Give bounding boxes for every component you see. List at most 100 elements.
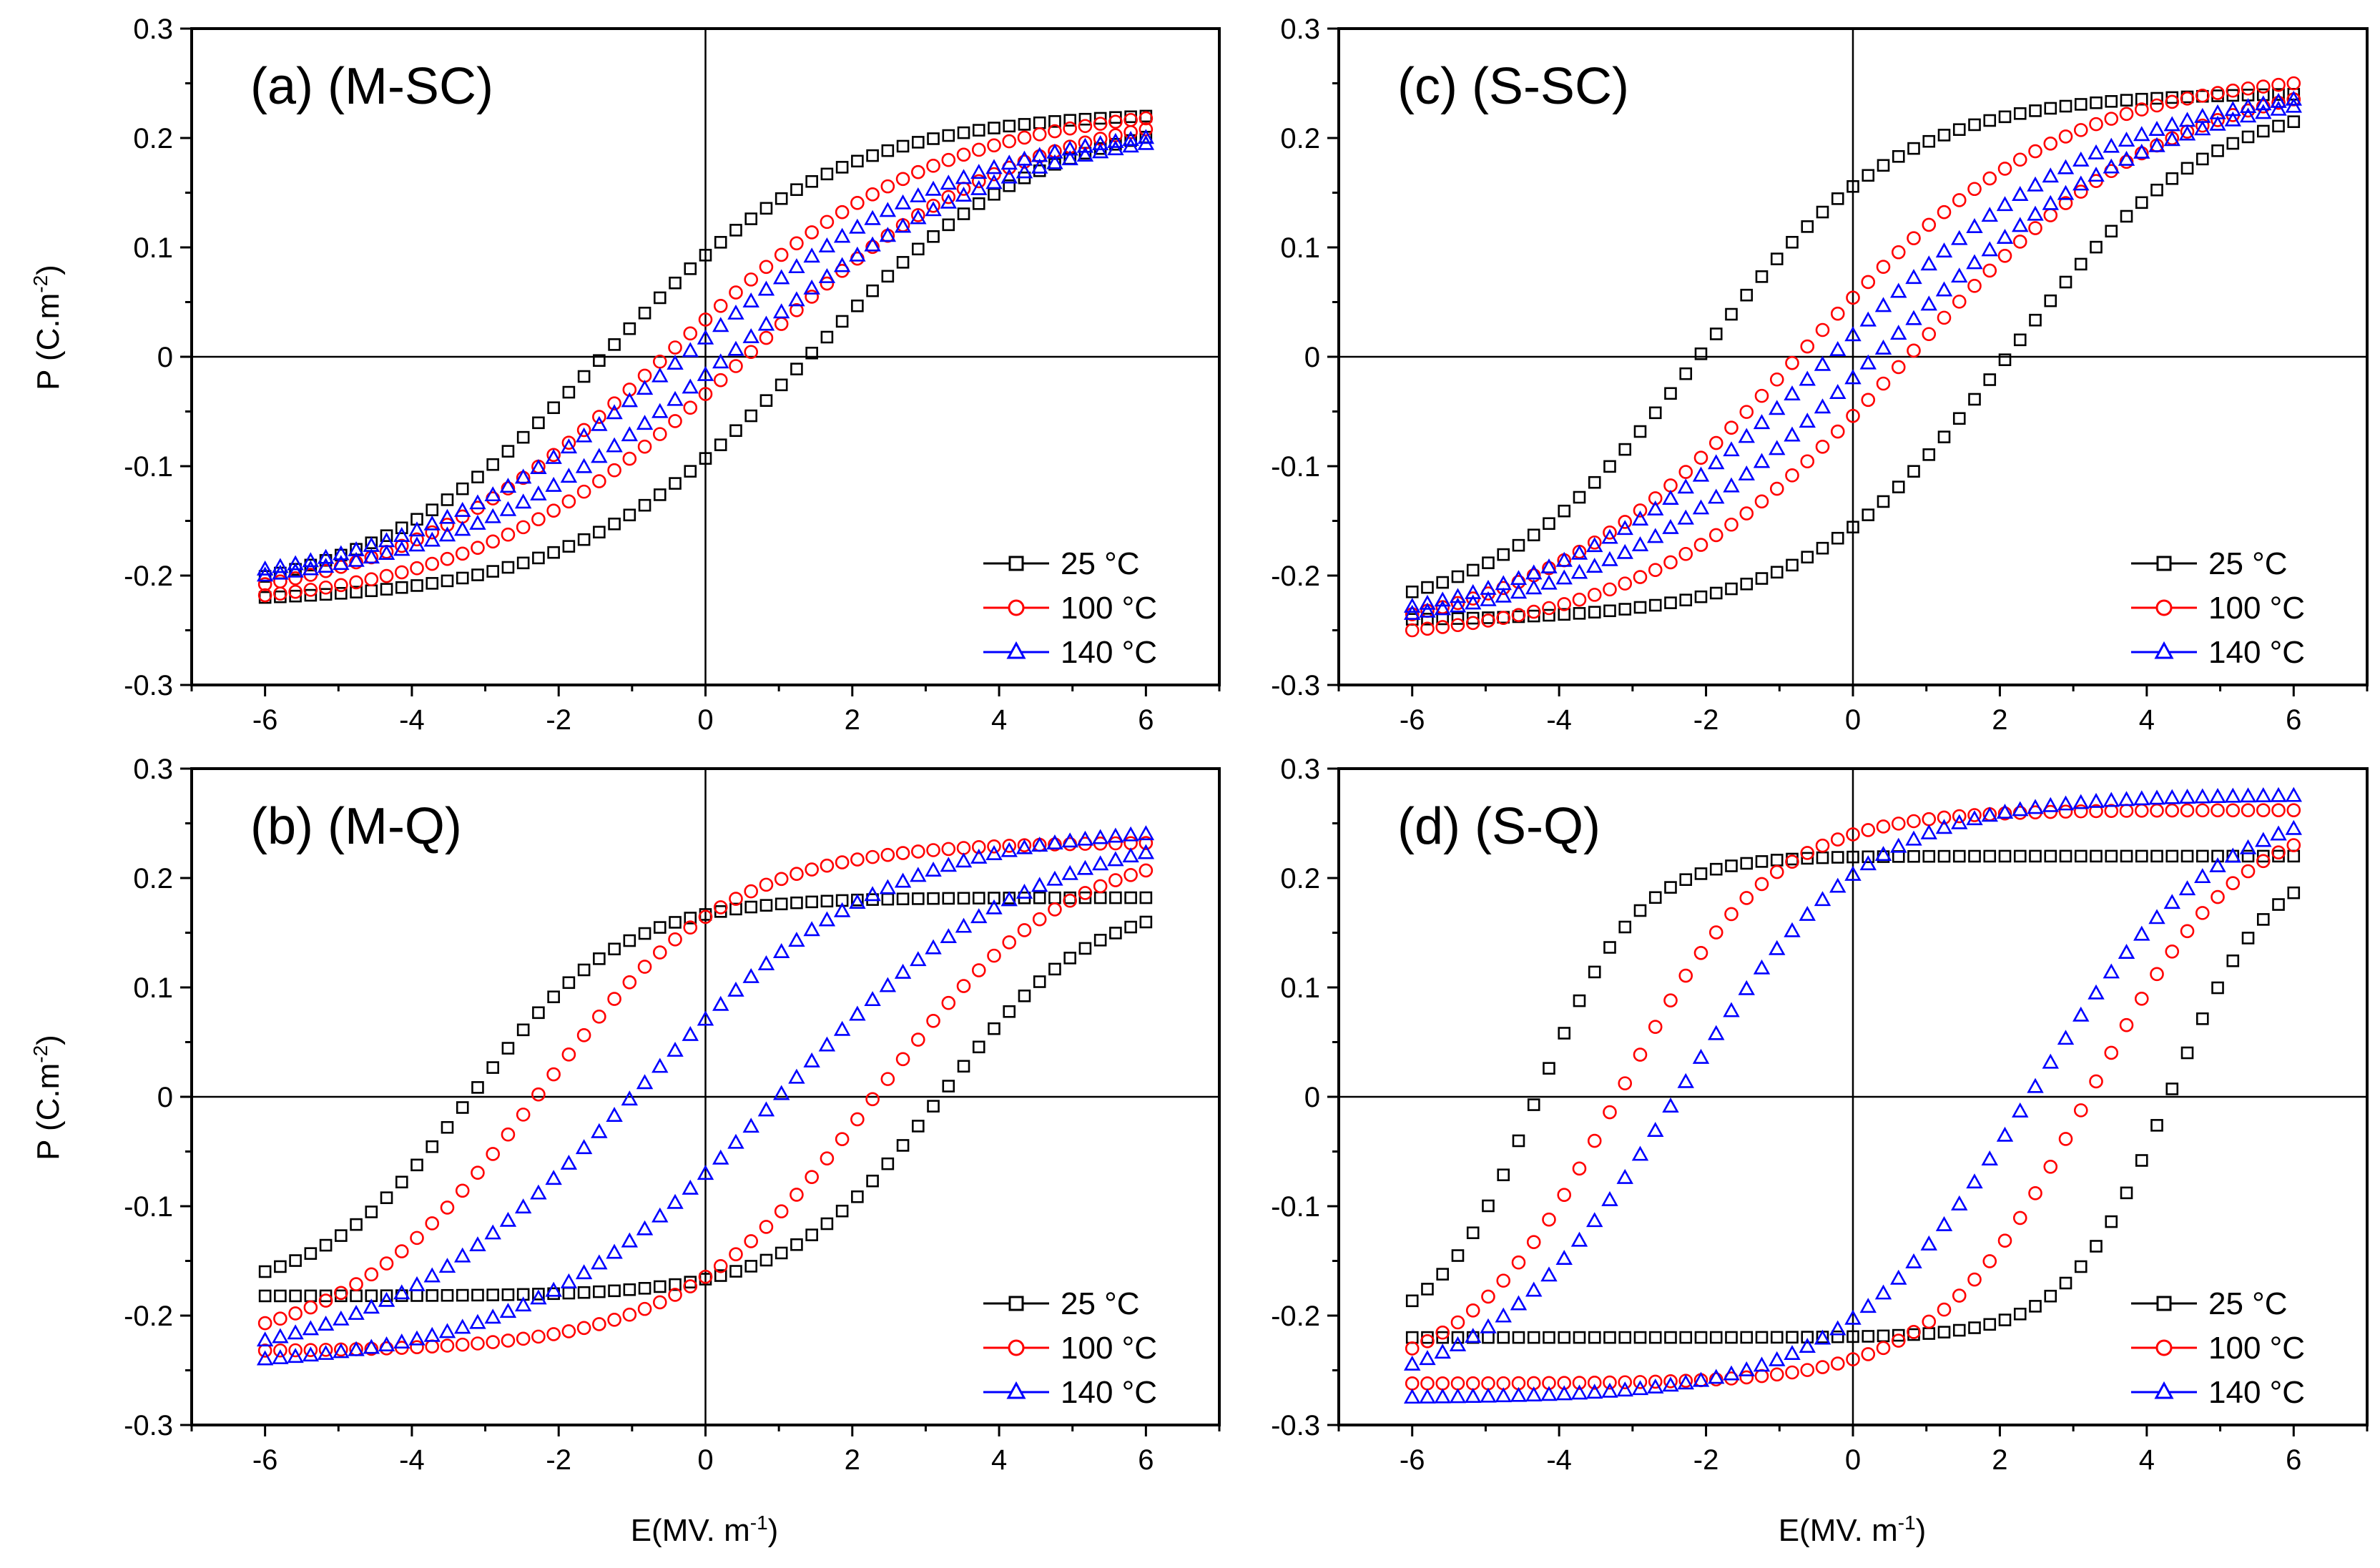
data-point-circle [1603, 1105, 1617, 1120]
data-point-square [1770, 566, 1784, 579]
data-point-circle [1032, 912, 1047, 927]
data-point-square [2150, 183, 2163, 197]
data-point-circle [2241, 81, 2256, 96]
data-point-circle [273, 1311, 287, 1326]
data-point-triangle [788, 1068, 805, 1084]
data-point-triangle [1905, 269, 1922, 285]
data-point-square [2150, 849, 2163, 863]
data-point-triangle [1753, 1356, 1771, 1372]
data-point-triangle [2103, 137, 2120, 153]
data-point-square [1466, 611, 1480, 625]
data-point-square [2135, 92, 2148, 106]
data-point-circle [516, 1108, 531, 1122]
y-tick-label: -0.3 [1271, 670, 1320, 701]
data-point-square [593, 526, 606, 539]
y-tick-label: 0 [157, 342, 173, 373]
data-point-square [1421, 581, 1434, 594]
data-point-triangle [742, 1118, 759, 1133]
data-point-triangle [1996, 196, 2014, 212]
data-point-square [2195, 152, 2209, 166]
data-point-triangle [2285, 787, 2303, 802]
data-point-square [2165, 849, 2179, 863]
data-point-square [577, 963, 591, 977]
data-point-square [1603, 941, 1616, 954]
data-point-square [562, 1286, 576, 1300]
data-point-square [1922, 134, 1936, 148]
data-point-circle [546, 1067, 561, 1082]
data-point-circle [1572, 592, 1587, 607]
data-point-square [1725, 307, 1738, 321]
x-tick-label: -4 [399, 704, 425, 736]
data-point-triangle [454, 521, 471, 536]
data-point-circle [379, 568, 394, 583]
data-point-square [729, 224, 742, 237]
data-point-square [2013, 849, 2027, 863]
data-point-circle [2165, 944, 2180, 959]
data-point-triangle [1076, 830, 1094, 846]
data-point-circle [2180, 924, 2195, 939]
data-point-triangle [1525, 1281, 1543, 1297]
data-point-square [2241, 849, 2255, 863]
data-point-circle [941, 152, 956, 167]
data-point-circle [425, 525, 440, 540]
data-point-square [623, 322, 636, 335]
data-point-square [699, 249, 712, 262]
data-point-square [1937, 1326, 1951, 1338]
data-point-circle [1907, 814, 1921, 829]
data-point-triangle [1510, 1386, 1528, 1402]
data-point-triangle [2209, 788, 2226, 803]
data-point-circle [926, 843, 940, 857]
data-point-circle [729, 892, 743, 906]
data-point-circle [455, 1183, 470, 1198]
data-point-triangle [1031, 877, 1048, 892]
data-point-circle [2058, 804, 2073, 819]
data-point-triangle [1540, 574, 1558, 590]
data-point-triangle [1122, 826, 1139, 842]
data-point-triangle [2103, 792, 2120, 807]
data-point-square [1003, 119, 1016, 133]
data-point-circle [379, 1256, 394, 1271]
series-3 [256, 825, 1155, 1366]
data-point-triangle [2012, 801, 2029, 817]
data-point-triangle [682, 1025, 699, 1041]
data-point-triangle [2270, 92, 2287, 108]
data-point-triangle [423, 531, 441, 547]
data-point-triangle [2255, 832, 2272, 847]
data-point-circle [911, 208, 925, 222]
data-point-circle [1830, 832, 1845, 847]
data-point-triangle [1859, 311, 1877, 327]
data-point-square [380, 1191, 393, 1204]
data-point-square [1679, 367, 1693, 380]
data-point-square [1466, 563, 1480, 577]
data-point-triangle [1662, 1098, 1679, 1113]
data-point-circle [971, 142, 986, 157]
data-point-square [1862, 850, 1875, 864]
data-point-circle [759, 877, 774, 892]
data-point-square [759, 899, 773, 912]
data-point-triangle [1631, 510, 1649, 526]
data-point-triangle [514, 1296, 532, 1312]
data-point-triangle [499, 1211, 517, 1227]
data-point-triangle [333, 555, 350, 571]
data-point-square [835, 161, 849, 174]
data-point-square [1048, 115, 1061, 128]
data-point-triangle [970, 848, 988, 864]
data-point-triangle [1540, 1386, 1558, 1401]
data-point-triangle [2118, 944, 2135, 959]
data-point-square [1952, 1323, 1966, 1337]
data-point-square [1892, 149, 1905, 163]
data-point-square [2105, 225, 2118, 238]
data-point-square [1648, 598, 1662, 612]
y-tick-label: -0.3 [124, 1410, 173, 1441]
data-point-square [350, 1218, 363, 1231]
data-point-triangle [1122, 137, 1139, 153]
data-point-triangle [1586, 1384, 1603, 1399]
data-point-circle [440, 1338, 455, 1353]
data-point-circle [1846, 827, 1860, 842]
data-point-triangle [2012, 186, 2029, 202]
data-point-circle [1618, 515, 1633, 529]
data-point-circle [1952, 295, 1967, 309]
data-point-triangle [651, 403, 669, 418]
data-point-square [441, 1120, 454, 1134]
x-tick-label: 2 [845, 704, 860, 736]
